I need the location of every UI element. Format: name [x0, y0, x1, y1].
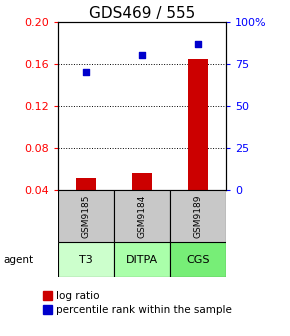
Bar [76, 178, 96, 190]
Text: CGS: CGS [186, 255, 210, 264]
Point [84, 70, 88, 75]
Bar [58, 242, 114, 277]
Bar [170, 242, 226, 277]
Text: T3: T3 [79, 255, 93, 264]
Bar [132, 173, 152, 190]
Text: DITPA: DITPA [126, 255, 158, 264]
Bar [188, 58, 208, 190]
Bar [114, 242, 170, 277]
Legend: log ratio, percentile rank within the sample: log ratio, percentile rank within the sa… [43, 291, 232, 315]
Bar [170, 190, 226, 242]
Text: GSM9189: GSM9189 [194, 194, 203, 238]
Text: GSM9184: GSM9184 [137, 194, 147, 238]
Bar [114, 190, 170, 242]
Point [196, 41, 200, 46]
Point [140, 53, 144, 58]
Text: agent: agent [3, 255, 33, 264]
Bar [58, 190, 114, 242]
Title: GDS469 / 555: GDS469 / 555 [89, 6, 195, 21]
Text: GSM9185: GSM9185 [81, 194, 90, 238]
